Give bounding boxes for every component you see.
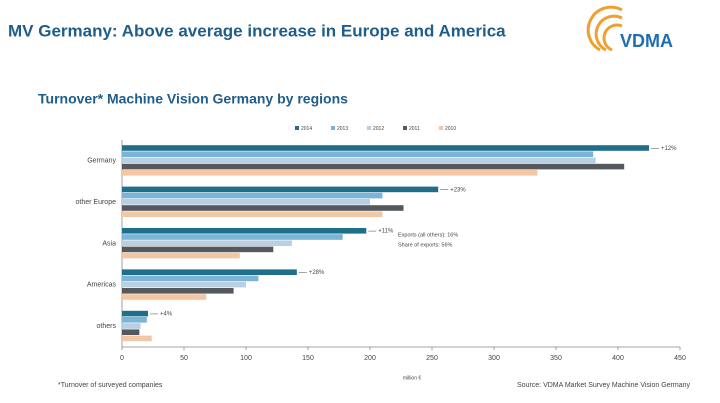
growth-label: +23% — [450, 187, 466, 193]
y-tick-label: others — [97, 323, 117, 330]
legend-label: 2014 — [301, 126, 312, 132]
legend-swatch — [367, 126, 371, 130]
bar — [122, 269, 297, 275]
footnote: *Turnover of surveyed companies — [58, 382, 163, 389]
logo-arc — [602, 23, 623, 52]
x-tick-label: 450 — [674, 355, 686, 362]
bar — [122, 323, 141, 329]
logo-arc — [586, 5, 623, 52]
legend-label: 2010 — [445, 126, 456, 132]
growth-label: +12% — [661, 146, 677, 152]
y-tick-label: Germany — [87, 158, 116, 165]
logo-text: VDMA — [620, 31, 673, 51]
legend-label: 2011 — [409, 126, 420, 132]
legend-label: 2012 — [373, 126, 384, 132]
x-tick-label: 400 — [612, 355, 624, 362]
logo: VDMA — [586, 5, 673, 52]
chart-title: Turnover* Machine Vision Germany by regi… — [38, 91, 348, 107]
x-tick-label: 300 — [488, 355, 500, 362]
bar — [122, 252, 240, 259]
bar — [122, 163, 625, 170]
bar — [122, 151, 594, 157]
bar — [122, 281, 246, 288]
note: Share of exports: 56% — [398, 242, 453, 248]
bar — [122, 335, 152, 342]
x-tick-label: 100 — [240, 355, 252, 362]
bar — [122, 211, 383, 217]
bar — [122, 294, 207, 300]
bar — [122, 234, 343, 240]
bar — [122, 275, 259, 282]
growth-label: +4% — [160, 311, 173, 317]
x-axis-label: million € — [403, 375, 422, 381]
logo-arc — [594, 14, 623, 52]
legend-swatch — [439, 126, 443, 130]
bar — [122, 288, 234, 294]
source: Source: VDMA Market Survey Machine Visio… — [517, 382, 690, 389]
legend-swatch — [403, 126, 407, 130]
bar — [122, 157, 596, 164]
x-tick-label: 250 — [426, 355, 438, 362]
bar — [122, 145, 649, 151]
note: Exports (all others): 16% — [398, 232, 458, 238]
bar — [122, 228, 367, 234]
bar — [122, 317, 147, 323]
slide-title: MV Germany: Above average increase in Eu… — [8, 21, 506, 40]
x-tick-label: 50 — [180, 355, 188, 362]
bar — [122, 310, 149, 317]
y-tick-label: Americas — [87, 282, 117, 289]
legend-swatch — [295, 126, 299, 130]
bar — [122, 170, 538, 176]
bar — [122, 240, 292, 246]
x-tick-label: 150 — [302, 355, 314, 362]
legend-swatch — [331, 126, 335, 130]
bar — [122, 205, 404, 211]
bar — [122, 199, 370, 205]
bar — [122, 186, 439, 193]
x-tick-label: 0 — [120, 355, 124, 362]
growth-label: +28% — [309, 270, 325, 276]
legend-label: 2013 — [337, 126, 348, 132]
y-tick-label: Asia — [102, 240, 116, 247]
x-tick-label: 200 — [364, 355, 376, 362]
bar — [122, 192, 383, 199]
y-tick-label: other Europe — [76, 199, 117, 206]
bar — [122, 246, 274, 253]
bar — [122, 329, 140, 335]
growth-label: +11% — [378, 229, 394, 235]
x-tick-label: 350 — [550, 355, 562, 362]
